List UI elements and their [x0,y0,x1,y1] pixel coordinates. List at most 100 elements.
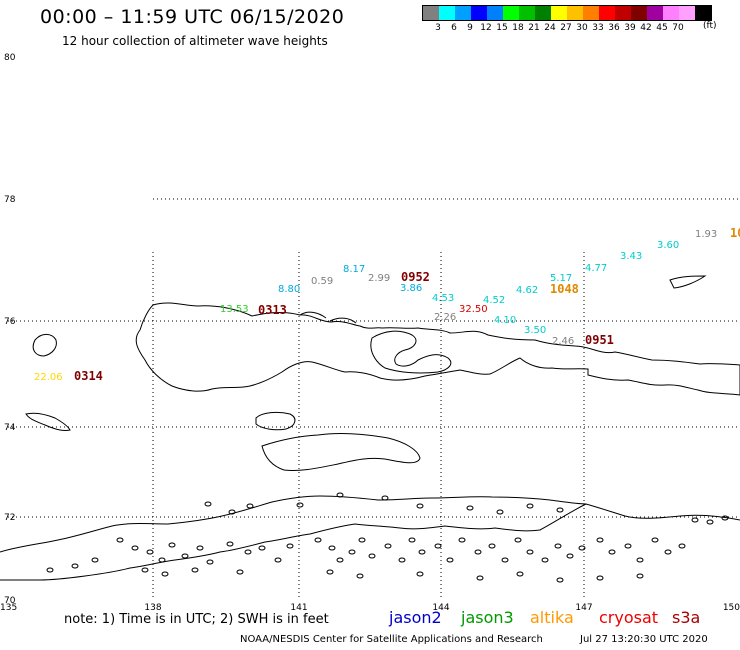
legend-label: 42 [640,23,652,33]
lake-outline [678,543,686,549]
coastlines [0,275,740,581]
wave-height-value: 3.86 [400,283,422,294]
lake-outline [664,549,672,555]
lake-outline [296,502,304,508]
lake-outline [116,537,124,543]
pass-time-label: 0952 [401,270,430,284]
lake-outline [46,567,54,573]
latitude-label: 76 [4,317,16,327]
longitude-label: 138 [144,603,161,613]
wave-height-value: 4.52 [483,295,505,306]
latitude-label: 78 [4,195,16,205]
lake-outline [204,501,212,507]
lake-outline [516,571,524,577]
lake-outline [71,563,79,569]
lake-outline [381,495,389,501]
lake-outline [246,503,254,509]
lake-outline [131,545,139,551]
legend-swatch [551,6,567,20]
legend-swatch [663,6,679,20]
lake-outline [474,549,482,555]
legend-label: 3 [435,23,441,33]
legend-swatch [439,6,455,20]
lake-outline [608,549,616,555]
satellite-name: jason2 [389,608,442,627]
lake-outline [488,543,496,549]
wave-height-value: 0.59 [311,276,333,287]
pass-time-label: 0951 [585,333,614,347]
lake-outline [91,557,99,563]
coastline-east-island [669,275,707,289]
legend-label: 27 [560,23,572,33]
map-title: 00:00 – 11:59 UTC 06/15/2020 [40,6,345,28]
coastline-west-island [32,333,57,357]
latitude-label: 72 [4,513,15,523]
wave-height-value: 2.26 [434,312,456,323]
wave-height-values: 22.06 13.53 8.80 0.59 8.172.99 3.86 4.53 2.2632… [34,226,740,383]
satellite-name: s3a [672,608,701,627]
lake-outline [556,507,564,513]
legend-swatch [599,6,615,20]
lake-outline [356,573,364,579]
lake-outline [416,503,424,509]
legend-swatch [647,6,663,20]
longitude-label: 150 [723,603,740,613]
legend-label: 30 [576,23,588,33]
lake-outline [526,549,534,555]
wave-height-value: 8.80 [278,284,300,295]
legend-swatch [567,6,583,20]
wave-height-value: 4.77 [585,263,607,274]
lake-outline [384,543,392,549]
legend-label: 24 [544,23,556,33]
legend-swatch [583,6,599,20]
lake-outline [416,571,424,577]
lake-outline [706,519,714,525]
longitude-label: 135 [0,603,17,613]
pass-time-label: 10 [730,226,740,240]
lake-outline [146,549,154,555]
lake-outline [636,573,644,579]
legend-label: 33 [592,23,604,33]
wave-height-value: 22.06 [34,372,63,383]
lake-outline [526,503,534,509]
satellite-name: jason3 [461,608,514,627]
legend-label: 45 [656,23,668,33]
lake-outline [226,541,234,547]
pass-time-label: 1048 [550,282,579,296]
lake-outline [501,557,509,563]
satellite-name: cryosat [599,608,659,627]
coastline-south-mainland [0,495,587,581]
lake-outline [651,537,659,543]
credit-line: NOAA/NESDIS Center for Satellite Applica… [240,634,543,645]
legend-label: 18 [512,23,524,33]
lake-outline [556,577,564,583]
lake-outline [578,545,586,551]
coastline-island-a [255,411,296,431]
wave-height-value: 4.53 [432,293,454,304]
coastline-inner-bay [370,330,452,374]
lake-outline [566,553,574,559]
coastline-small-island [25,412,71,431]
lake-outline [398,557,406,563]
lake-outline [326,569,334,575]
legend-unit: (ft) [703,21,717,31]
lake-outline [141,567,149,573]
lake-outline [191,567,199,573]
lake-outline [368,553,376,559]
wave-height-value: 2.46 [552,336,574,347]
longitude-label: 144 [432,603,449,613]
legend-swatch [631,6,647,20]
wave-height-value: 3.60 [657,240,679,251]
lake-outline [274,557,282,563]
wave-height-value: 13.53 [220,304,249,315]
lake-outline [466,505,474,511]
lake-outline [418,549,426,555]
lake-outline [328,545,336,551]
coastline-north-shore-detail [299,311,357,324]
lake-outline [181,553,189,559]
lake-outline [541,557,549,563]
lake-outline [458,537,466,543]
lake-outline [258,545,266,551]
lake-outline [196,545,204,551]
